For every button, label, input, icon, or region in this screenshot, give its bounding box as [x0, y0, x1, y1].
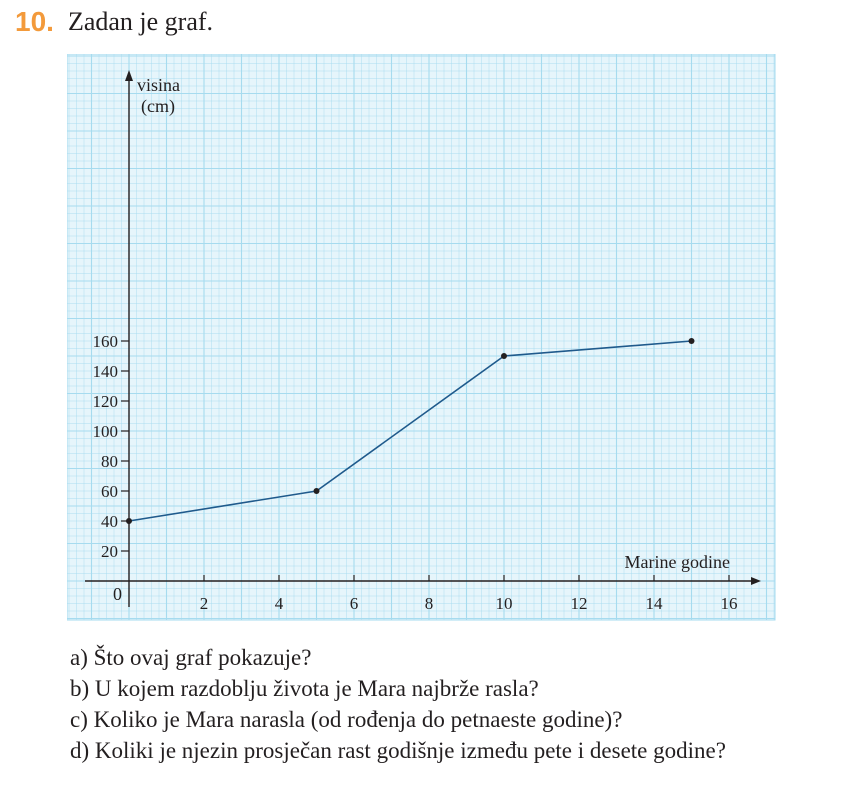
- data-point: [501, 353, 507, 359]
- task-number: 10.: [15, 6, 54, 37]
- x-tick-label: 16: [721, 594, 738, 613]
- chart-labels: 0 Marine godine visina(cm): [113, 75, 730, 604]
- chart-ticks: 2 4 6 8 10 12 14 16 20 40 60 80 100 120 140 160: [93, 332, 738, 613]
- y-tick-label: 20: [101, 542, 118, 561]
- x-tick-label: 6: [350, 594, 359, 613]
- chart-background: [67, 54, 776, 621]
- y-tick-label: 120: [93, 392, 119, 411]
- y-axis-label-line: visina: [137, 75, 180, 95]
- task-title: Zadan je graf.: [67, 7, 214, 36]
- data-point: [688, 338, 695, 344]
- y-tick-label: 40: [101, 512, 118, 531]
- data-point: [313, 488, 320, 494]
- x-axis-arrow-icon: [751, 577, 761, 585]
- x-tick-label: 14: [646, 594, 664, 613]
- chart-series: [126, 338, 695, 524]
- y-tick-label: 60: [101, 482, 118, 501]
- y-axis-arrow-icon: [125, 70, 133, 81]
- task-header: 10. Zadan je graf.: [15, 6, 213, 46]
- question-d: d) Koliki je njezin prosječan rast godiš…: [70, 738, 726, 763]
- y-tick-label: 160: [93, 332, 119, 351]
- height-age-chart: 2 4 6 8 10 12 14 16 20 40 60 80 100 120 140 160 0 Marine…: [67, 54, 776, 621]
- y-tick-label: 140: [93, 362, 119, 381]
- x-tick-label: 4: [275, 594, 284, 613]
- question-a: a) Što ovaj graf pokazuje?: [70, 645, 312, 670]
- x-axis-label: Marine godine: [625, 552, 730, 572]
- series-line: [128, 340, 692, 522]
- question-b: b) U kojem razdoblju života je Mara najb…: [70, 676, 539, 701]
- x-tick-label: 10: [496, 594, 513, 613]
- x-tick-label: 8: [425, 594, 434, 613]
- x-tick-label: 12: [571, 594, 588, 613]
- y-tick-label: 80: [101, 452, 118, 471]
- data-point: [126, 518, 132, 524]
- y-axis-label-line: (cm): [141, 96, 175, 117]
- x-tick-label: 2: [200, 594, 209, 613]
- question-c: c) Koliko je Mara narasla (od rođenja do…: [70, 707, 623, 732]
- question-list: a) Što ovaj graf pokazuje? b) U kojem ra…: [70, 642, 726, 766]
- y-tick-label: 100: [93, 422, 119, 441]
- origin-label: 0: [113, 584, 122, 604]
